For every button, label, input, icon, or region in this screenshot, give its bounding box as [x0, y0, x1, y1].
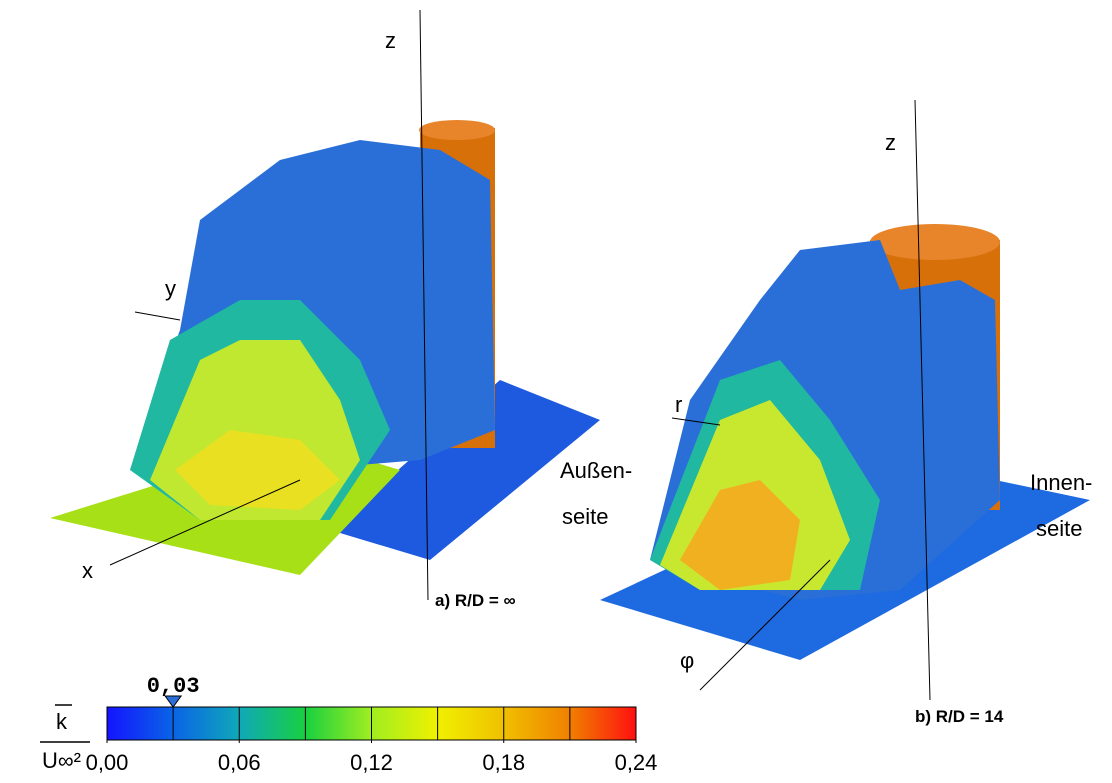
side-label: seite	[1036, 516, 1082, 541]
tick-label: 0,12	[350, 750, 393, 775]
axis-label: r	[675, 392, 682, 417]
cylinder-top	[870, 224, 1000, 260]
marker-label: 0,03	[147, 674, 200, 699]
side-label: Innen-	[1030, 470, 1092, 495]
quantity-label: k	[56, 709, 68, 734]
tick-label: 0,18	[482, 750, 525, 775]
axis-line	[135, 312, 180, 320]
axis-label: y	[165, 276, 176, 301]
tick-label: 0,24	[615, 750, 658, 775]
tick-label: 0,00	[86, 750, 129, 775]
cylinder-top	[419, 120, 495, 140]
caption: b) R/D = 14	[915, 707, 1004, 726]
axis-label: z	[385, 28, 396, 53]
axis-label: φ	[680, 648, 694, 673]
axis-label: x	[82, 558, 93, 583]
colorbar: k U∞² 0,00 0,06 0,12 0,18 0,24 0,03	[40, 674, 657, 775]
axis-label: z	[885, 130, 896, 155]
tick-label: 0,06	[218, 750, 261, 775]
figure: z y x a) R/D = ∞ z r φ Außen- seite Inne…	[0, 0, 1112, 778]
normalizer-label: U∞²	[42, 748, 81, 773]
side-label: seite	[562, 504, 608, 529]
panel-b: z r φ Außen- seite Innen- seite b) R/D =…	[560, 100, 1092, 726]
panel-a: z y x a) R/D = ∞	[50, 10, 600, 610]
caption: a) R/D = ∞	[435, 591, 516, 610]
side-label: Außen-	[560, 458, 632, 483]
